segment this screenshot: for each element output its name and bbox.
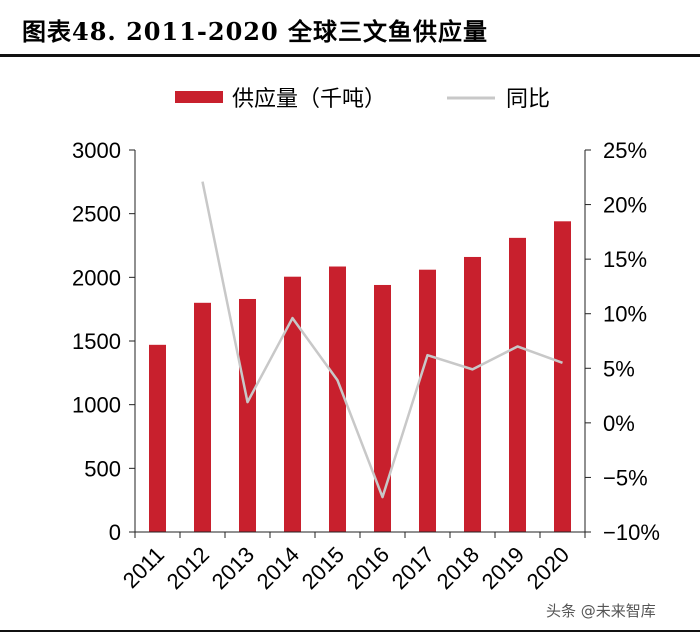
bar-2011 (149, 344, 166, 532)
left-tick-label: 0 (109, 520, 121, 545)
left-tick-label: 2500 (72, 202, 121, 227)
x-tick-label: 2011 (118, 542, 169, 593)
x-tick-label: 2015 (297, 542, 349, 594)
legend-line-label: 同比 (506, 87, 550, 112)
x-tick-label: 2017 (387, 542, 439, 594)
bar-2016 (374, 284, 391, 532)
bar-2014 (284, 276, 301, 532)
bar-2019 (509, 237, 526, 533)
watermark: 头条 @未来智库 (546, 602, 656, 620)
legend-bar-label: 供应量（千吨） (232, 87, 386, 112)
bar-2017 (419, 269, 436, 532)
bottom-rule (0, 630, 700, 632)
x-tick-label: 2016 (342, 542, 394, 594)
right-tick-label: 20% (603, 193, 647, 218)
x-tick-label: 2013 (207, 542, 259, 594)
x-tick-label: 2019 (477, 542, 529, 594)
bar-2013 (239, 298, 256, 532)
bar-2020 (554, 221, 571, 532)
right-tick-label: 0% (603, 411, 635, 436)
legend: 供应量（千吨） 同比 (175, 87, 550, 112)
left-tick-label: 2000 (72, 265, 121, 290)
x-tick-label: 2018 (432, 542, 484, 594)
left-tick-label: 500 (84, 456, 121, 481)
top-rule (0, 54, 700, 57)
right-tick-label: 15% (603, 247, 647, 272)
chart-title: 图表48. 2011-2020 全球三文鱼供应量 (22, 17, 489, 46)
bar-2012 (194, 302, 211, 532)
right-tick-label: 10% (603, 302, 647, 327)
line-series (201, 181, 563, 499)
left-tick-label: 3000 (72, 138, 121, 163)
right-tick-label: −10% (603, 520, 660, 545)
left-tick-label: 1500 (72, 329, 121, 354)
right-tick-label: 25% (603, 138, 647, 163)
right-tick-label: 5% (603, 356, 635, 381)
right-axis: 25% 20% 15% 10% 5% 0% −5% −10% (584, 138, 660, 545)
left-axis: 3000 2500 2000 1500 1000 500 0 (72, 138, 136, 545)
legend-bar-swatch (175, 91, 223, 103)
bar-series (149, 221, 571, 533)
right-tick-label: −5% (603, 465, 648, 490)
left-tick-label: 1000 (72, 393, 121, 418)
x-tick-label: 2020 (522, 542, 574, 594)
x-tick-label: 2012 (162, 542, 214, 594)
bar-2018 (464, 256, 481, 532)
bar-2015 (329, 266, 346, 532)
x-tick-label: 2014 (252, 542, 304, 594)
